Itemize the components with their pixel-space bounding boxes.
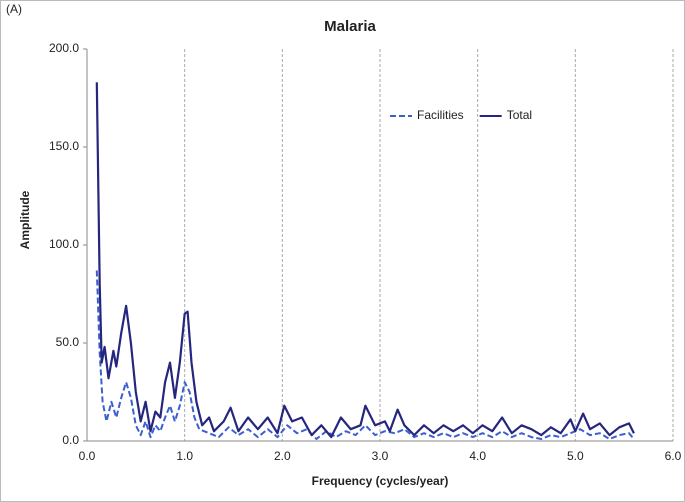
legend-label: Total	[507, 108, 532, 122]
x-axis-label: Frequency (cycles/year)	[312, 474, 449, 488]
y-tick-label: 200.0	[49, 41, 79, 55]
x-tick-label: 5.0	[567, 449, 584, 463]
panel-label: (A)	[6, 2, 22, 16]
x-tick-label: 6.0	[665, 449, 682, 463]
y-tick-label: 0.0	[62, 433, 79, 447]
x-tick-label: 2.0	[274, 449, 291, 463]
x-tick-label: 0.0	[79, 449, 96, 463]
x-tick-label: 1.0	[176, 449, 193, 463]
x-tick-label: 4.0	[469, 449, 486, 463]
legend-label: Facilities	[417, 108, 464, 122]
y-tick-label: 100.0	[49, 237, 79, 251]
y-tick-label: 150.0	[49, 139, 79, 153]
chart-title: Malaria	[324, 18, 376, 35]
x-tick-label: 3.0	[372, 449, 389, 463]
y-axis-label: Amplitude	[18, 190, 32, 249]
y-tick-label: 50.0	[56, 335, 80, 349]
series-line	[95, 82, 635, 439]
